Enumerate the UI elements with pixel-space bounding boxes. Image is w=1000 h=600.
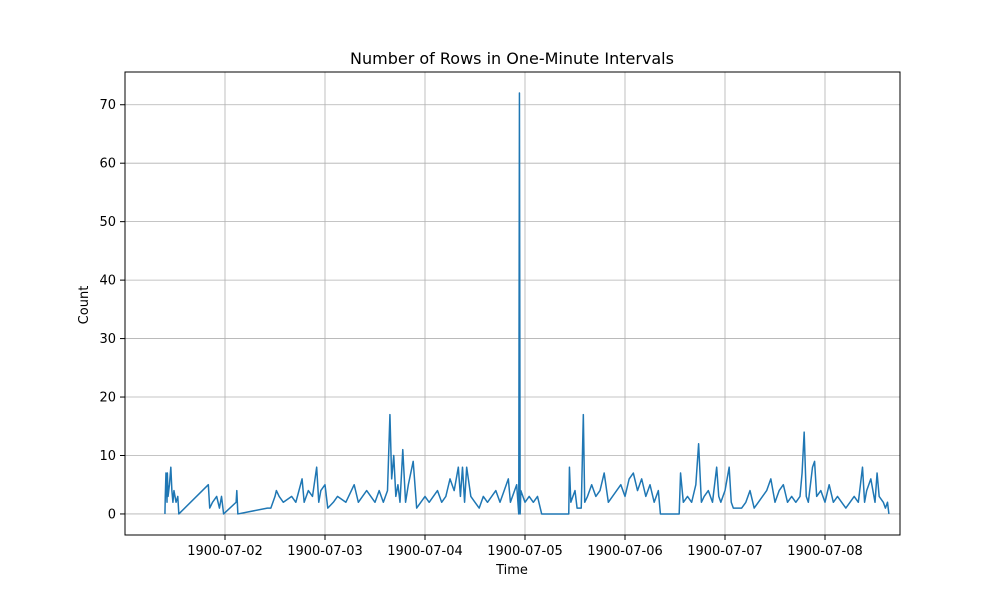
plot-frame <box>124 71 901 536</box>
x-axis-label: Time <box>495 563 528 578</box>
grid-lines <box>125 72 900 535</box>
series-line <box>164 92 890 515</box>
x-tick-label: 1900-07-03 <box>287 544 363 559</box>
y-axis-ticks: 0 10 20 30 40 50 60 70 <box>99 98 125 522</box>
y-tick-label: 70 <box>99 98 116 113</box>
x-tick-label: 1900-07-08 <box>787 544 863 559</box>
x-tick-label: 1900-07-07 <box>687 544 763 559</box>
y-tick-label: 0 <box>108 507 116 522</box>
y-tick-label: 60 <box>99 157 116 172</box>
y-tick-label: 40 <box>99 274 116 289</box>
x-tick-label: 1900-07-02 <box>187 544 263 559</box>
y-axis-label: Count <box>77 286 92 325</box>
y-tick-label: 50 <box>99 215 116 230</box>
x-axis-ticks: 1900-07-02 1900-07-03 1900-07-04 1900-07-05… <box>187 535 863 559</box>
y-tick-label: 10 <box>99 449 116 464</box>
series-layer <box>164 92 890 515</box>
x-tick-label: 1900-07-06 <box>587 544 663 559</box>
y-tick-label: 20 <box>99 391 116 406</box>
x-tick-label: 1900-07-04 <box>387 544 463 559</box>
chart-title: Number of Rows in One-Minute Intervals <box>350 49 674 68</box>
x-tick-label: 1900-07-05 <box>487 544 563 559</box>
y-tick-label: 30 <box>99 332 116 347</box>
